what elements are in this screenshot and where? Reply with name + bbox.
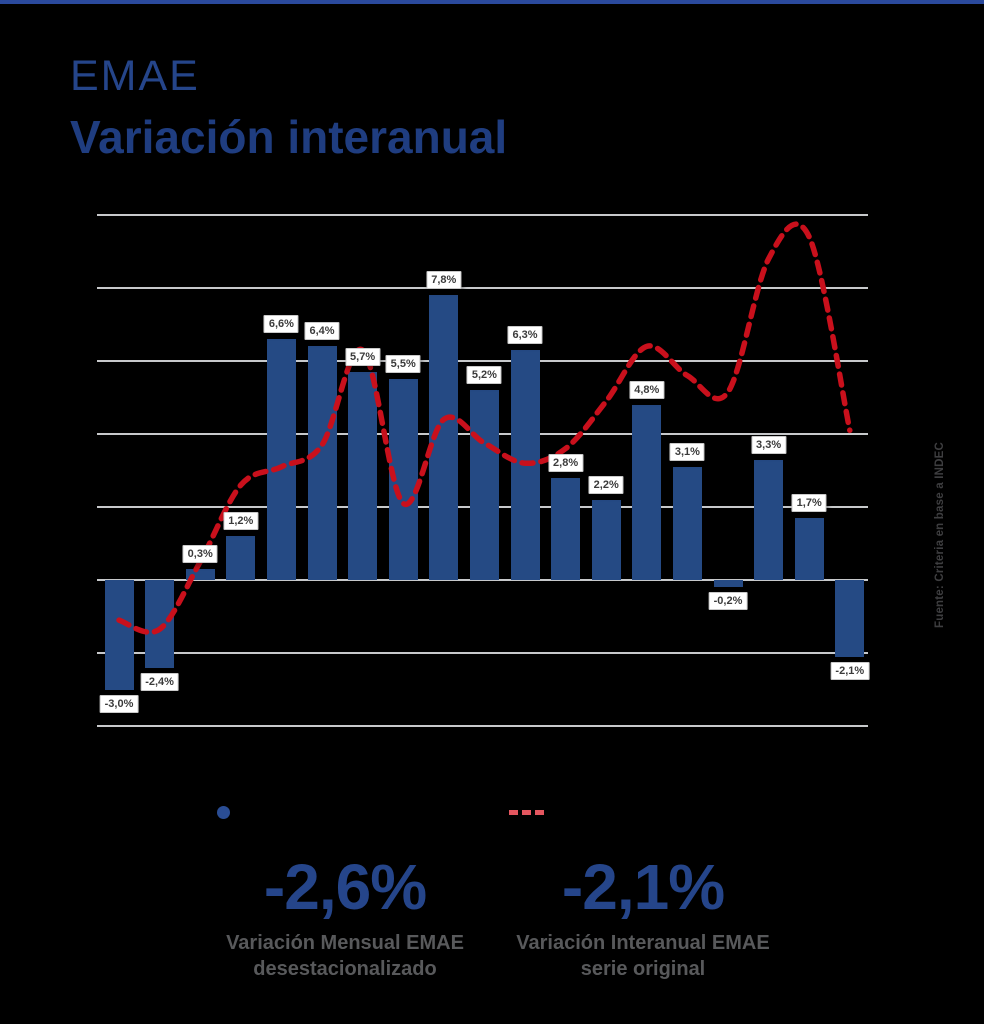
bar-month-14	[632, 404, 662, 580]
source-note: Fuente: Criteria en base a INDEC	[934, 442, 946, 628]
bar-value-chip-11: 6,3%	[507, 326, 543, 345]
gridline--4pct	[97, 725, 868, 727]
top-accent-bar	[0, 0, 984, 4]
bar-month-4	[226, 536, 256, 580]
bar-month-17	[754, 459, 784, 580]
bar-month-1	[104, 580, 134, 690]
bar-month-5	[266, 339, 296, 580]
legend-label-interannual-line1: Variación Interanual EMAE	[516, 932, 770, 954]
legend-value-monthly: -2,6%	[263, 851, 427, 923]
bar-value-chip-14: 4,8%	[629, 380, 665, 399]
bar-value-chip-9: 7,8%	[426, 271, 462, 290]
bar-month-3	[185, 569, 215, 580]
legend-label-monthly: Variación Mensual EMAE desestacionalizad…	[135, 930, 555, 982]
legend-label-monthly-line2: desestacionalizado	[253, 958, 437, 980]
bar-value-chip-19: -2,1%	[830, 661, 870, 680]
emae-combo-chart: -3,0% -2,4% 0,3% 1,2% 6,6% 6,4% 5,7% 5,5% 7,8% 5,…	[97, 214, 870, 727]
bar-month-12	[551, 477, 581, 580]
bar-value-chip-1: -3,0%	[99, 694, 139, 713]
bar-month-7	[348, 371, 378, 580]
chart-legend: -2,6% Variación Mensual EMAE desestacion…	[0, 800, 984, 1000]
bar-month-13	[591, 499, 621, 580]
gridline--2pct	[97, 652, 868, 654]
trend-line-path	[116, 221, 853, 635]
bar-value-chip-15: 3,1%	[669, 442, 705, 461]
bar-value-chip-3: 0,3%	[182, 545, 218, 564]
bar-value-chip-10: 5,2%	[466, 366, 502, 385]
bar-month-10	[469, 390, 499, 580]
bar-value-chip-8: 5,5%	[385, 355, 421, 374]
bar-value-chip-12: 2,8%	[548, 453, 584, 472]
red-dashes-icon	[509, 810, 547, 815]
gridline-6pct	[97, 360, 868, 362]
bar-value-chip-13: 2,2%	[588, 475, 624, 494]
dashed-trend-line	[116, 221, 853, 635]
bar-month-19	[835, 580, 865, 657]
page-title-line1: EMAE	[70, 52, 200, 100]
legend-value-interannual: -2,1%	[561, 851, 725, 923]
bar-value-chip-16: -0,2%	[708, 592, 748, 611]
bar-month-16	[713, 580, 743, 588]
bar-value-chip-18: 1,7%	[791, 493, 827, 513]
legend-label-interannual: Variación Interanual EMAE serie original	[433, 930, 853, 982]
bar-value-chip-7: 5,7%	[345, 347, 381, 367]
bar-value-chip-4: 1,2%	[223, 512, 259, 531]
gridline-0pct	[97, 579, 868, 581]
bar-value-chip-5: 6,6%	[263, 315, 299, 334]
legend-label-interannual-line2: serie original	[580, 958, 706, 980]
bar-month-2	[145, 580, 175, 668]
bar-value-chip-17: 3,3%	[751, 435, 787, 454]
bar-month-18	[794, 517, 824, 580]
bar-value-chip-6: 6,4%	[304, 322, 340, 341]
gridline-10pct	[97, 214, 868, 216]
bar-value-chip-2: -2,4%	[140, 672, 179, 691]
bar-month-6	[307, 346, 337, 580]
legend-label-monthly-line1: Variación Mensual EMAE	[226, 932, 464, 954]
blue-dot-icon	[217, 806, 230, 819]
bar-month-15	[672, 466, 702, 580]
page-title-line2: Variación interanual	[70, 111, 508, 163]
gridline-8pct	[97, 287, 868, 289]
